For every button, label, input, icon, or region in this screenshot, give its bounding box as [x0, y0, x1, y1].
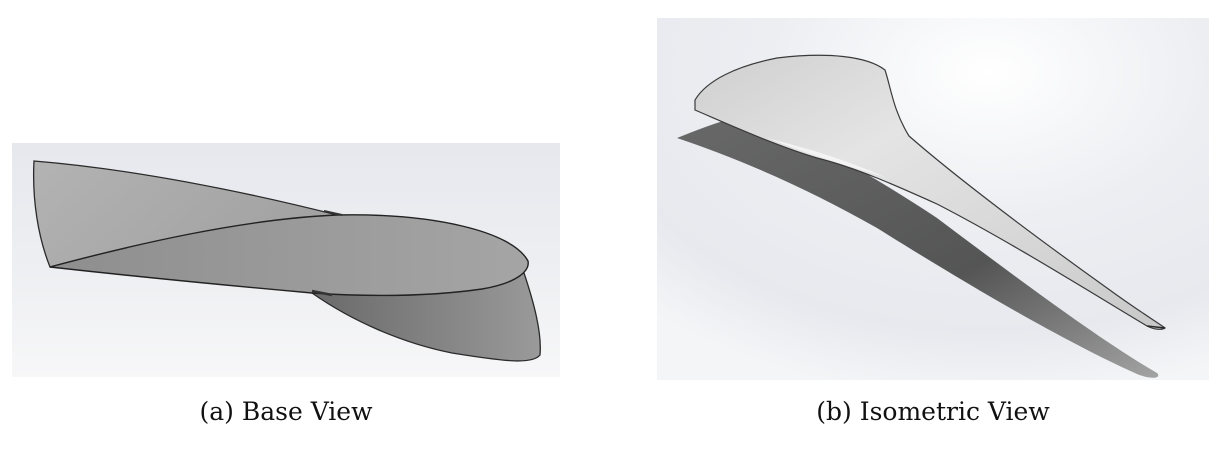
base-view-render — [12, 143, 560, 377]
root-cross-section — [49, 214, 529, 297]
isometric-view-render — [657, 18, 1209, 380]
blade-tip-edge — [1146, 325, 1166, 329]
seam-mark-top — [323, 210, 343, 216]
blade-highlight — [767, 138, 887, 178]
caption-isometric-view: (b) Isometric View — [816, 397, 1050, 426]
caption-base-view: (a) Base View — [199, 397, 373, 426]
blade-body — [694, 54, 1167, 330]
seam-mark-bottom — [311, 289, 333, 297]
base-view-svg — [12, 143, 560, 377]
blade-shadow — [677, 114, 1159, 378]
isometric-view-svg — [657, 18, 1209, 380]
